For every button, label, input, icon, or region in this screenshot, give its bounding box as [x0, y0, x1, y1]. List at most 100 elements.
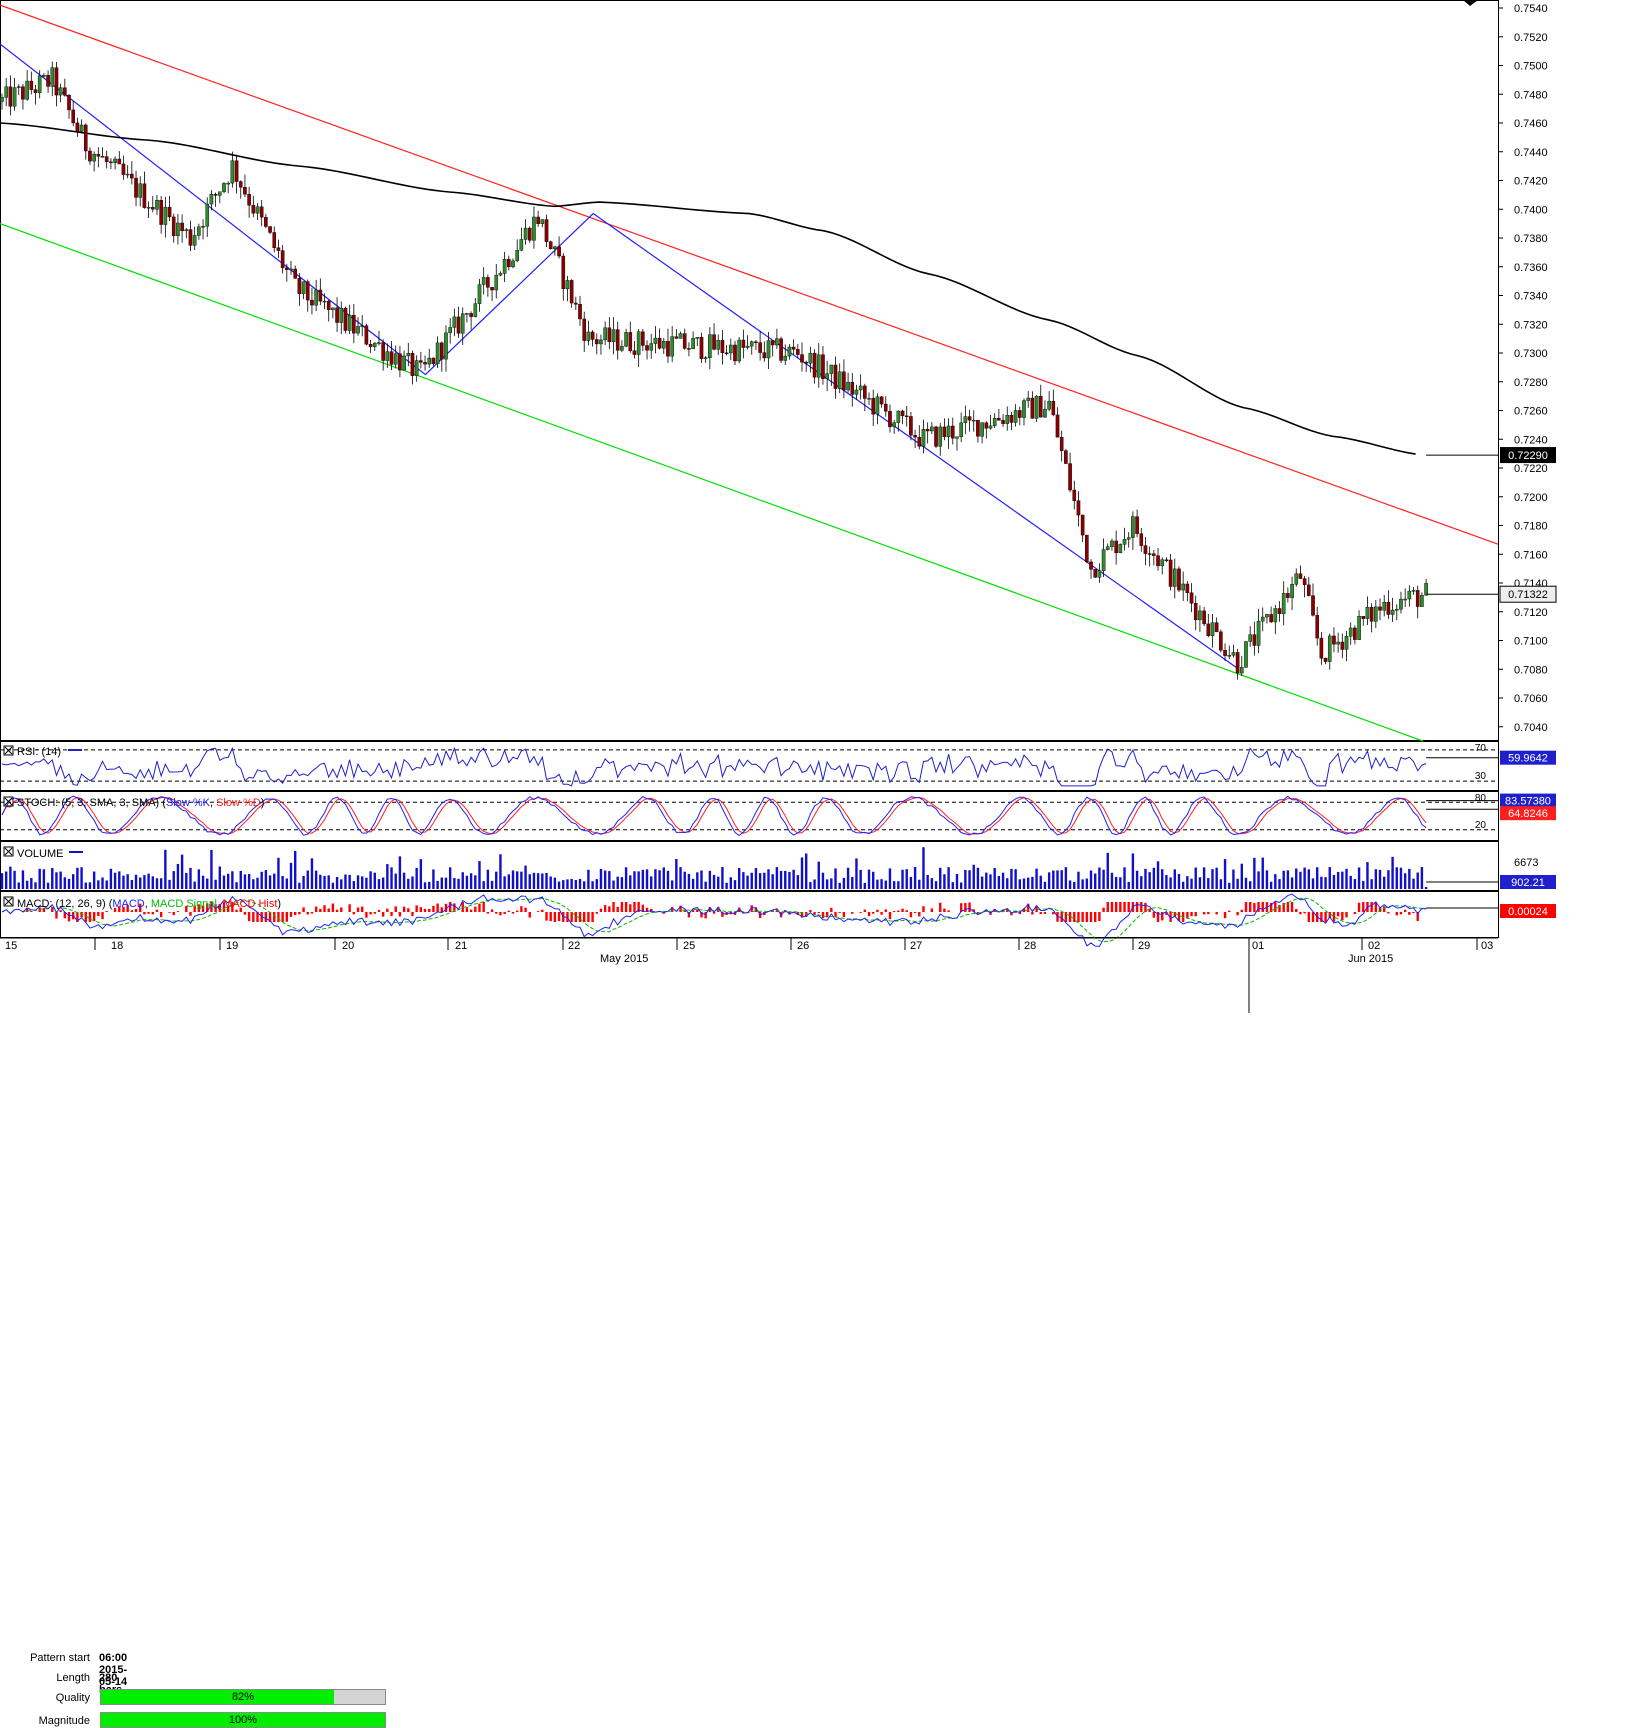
- candle-body: [687, 348, 691, 350]
- candle-body: [775, 338, 779, 346]
- candle-body: [896, 410, 901, 423]
- macd-close-icon[interactable]: [3, 896, 14, 907]
- volume-bar: [394, 873, 397, 889]
- volume-bar: [1014, 869, 1017, 889]
- scroll-marker-icon[interactable]: [1463, 0, 1478, 6]
- price-tick-label: 0.7500: [1514, 61, 1548, 73]
- candle-body: [481, 277, 486, 285]
- macd-hist-bar: [30, 911, 33, 912]
- volume-bar: [528, 874, 531, 889]
- candle-body: [1214, 622, 1219, 633]
- candle-body: [950, 425, 955, 439]
- candle-body: [150, 207, 155, 210]
- macd-hist-bar: [964, 903, 967, 912]
- stoch-title: STOCH: (5, 3, SMA, 3, SMA) (Slow %K, Slo…: [3, 796, 264, 809]
- candle-body: [54, 67, 59, 96]
- volume-bar: [650, 876, 653, 889]
- macd-hist-bar: [511, 912, 515, 914]
- volume-bar: [84, 882, 87, 889]
- volume-bar: [499, 854, 502, 889]
- candle-body: [33, 89, 38, 93]
- candle-body: [825, 373, 829, 379]
- candle-body: [100, 156, 105, 158]
- volume-bar: [235, 882, 238, 889]
- macd-hist-bar: [859, 912, 862, 913]
- macd-hist-bar: [469, 909, 473, 912]
- volume-bar: [298, 882, 301, 889]
- volume-bar: [675, 858, 678, 889]
- volume-bar: [1374, 869, 1378, 889]
- volume-bar: [796, 875, 800, 889]
- volume-bar: [989, 874, 992, 889]
- volume-bar: [231, 871, 234, 889]
- volume-bar: [482, 881, 485, 889]
- volume-bar: [1089, 870, 1093, 889]
- candle-body: [79, 124, 84, 132]
- macd-hist-bar: [1018, 912, 1022, 915]
- macd-hist-bar: [1064, 912, 1068, 922]
- candle-body: [729, 344, 733, 354]
- volume-bar: [1102, 869, 1105, 889]
- macd-hist-bar: [206, 903, 209, 912]
- candle-body: [762, 352, 767, 359]
- volume-bar: [536, 873, 540, 889]
- macd-hist-bar: [943, 908, 946, 912]
- candle-body: [904, 415, 909, 418]
- volume-bar: [863, 882, 867, 889]
- macd-hist-bar: [231, 902, 234, 912]
- candle-body: [515, 250, 519, 262]
- candle-body: [565, 280, 570, 290]
- candle-body: [1344, 636, 1349, 650]
- volume-close-icon[interactable]: [3, 846, 14, 857]
- macd-hist-bar: [193, 905, 196, 912]
- rsi-close-icon[interactable]: [3, 745, 14, 756]
- stoch-close-icon[interactable]: [3, 796, 14, 807]
- volume-bar: [1328, 867, 1331, 889]
- candle-body: [544, 219, 549, 242]
- macd-hist-bar: [1299, 912, 1302, 915]
- macd-hist-bar: [918, 912, 921, 917]
- candle-body: [1097, 570, 1102, 578]
- volume-bar: [654, 869, 657, 889]
- candle-body: [1386, 601, 1391, 615]
- candle-body: [913, 435, 917, 438]
- macd-hist-bar: [377, 910, 381, 912]
- volume-bar: [1169, 877, 1172, 889]
- candle-body: [1172, 568, 1177, 587]
- volume-bar: [1161, 869, 1164, 889]
- rsi-level-70-label: 70: [1475, 743, 1487, 754]
- volume-bar: [867, 869, 871, 889]
- candle-body: [289, 268, 293, 271]
- candle-body: [816, 354, 821, 378]
- candle-body: [1080, 514, 1085, 536]
- volume-bar: [926, 875, 929, 889]
- candle-body: [146, 207, 151, 209]
- candle-body: [871, 398, 876, 415]
- candle-body: [8, 86, 13, 107]
- candle-body: [1315, 614, 1319, 639]
- volume-bar: [1148, 872, 1151, 889]
- macd-hist-bar: [696, 909, 699, 912]
- candle-body: [1323, 658, 1328, 662]
- candle-body: [641, 331, 645, 346]
- candle-body: [624, 332, 628, 347]
- macd-hist-bar: [243, 912, 247, 915]
- macd-hist-bar: [314, 906, 318, 912]
- macd-hist-bar: [172, 912, 175, 916]
- macd-hist-bar: [331, 903, 335, 912]
- candle-body: [1302, 578, 1307, 586]
- volume-bar: [691, 878, 695, 889]
- magnitude-value: 100%: [228, 1714, 258, 1726]
- volume-bar: [444, 877, 448, 889]
- macd-hist-bar: [189, 912, 192, 916]
- time-tick-label: 03: [1481, 940, 1493, 952]
- volume-bar: [872, 871, 875, 889]
- volume-bar: [1257, 871, 1260, 889]
- candle-body: [1294, 573, 1299, 585]
- volume-bar: [955, 873, 959, 889]
- macd-hist-bar: [645, 907, 649, 912]
- candle-body: [1110, 540, 1114, 547]
- volume-bar: [176, 863, 180, 889]
- volume-bar: [939, 867, 942, 889]
- candle-body: [226, 182, 230, 185]
